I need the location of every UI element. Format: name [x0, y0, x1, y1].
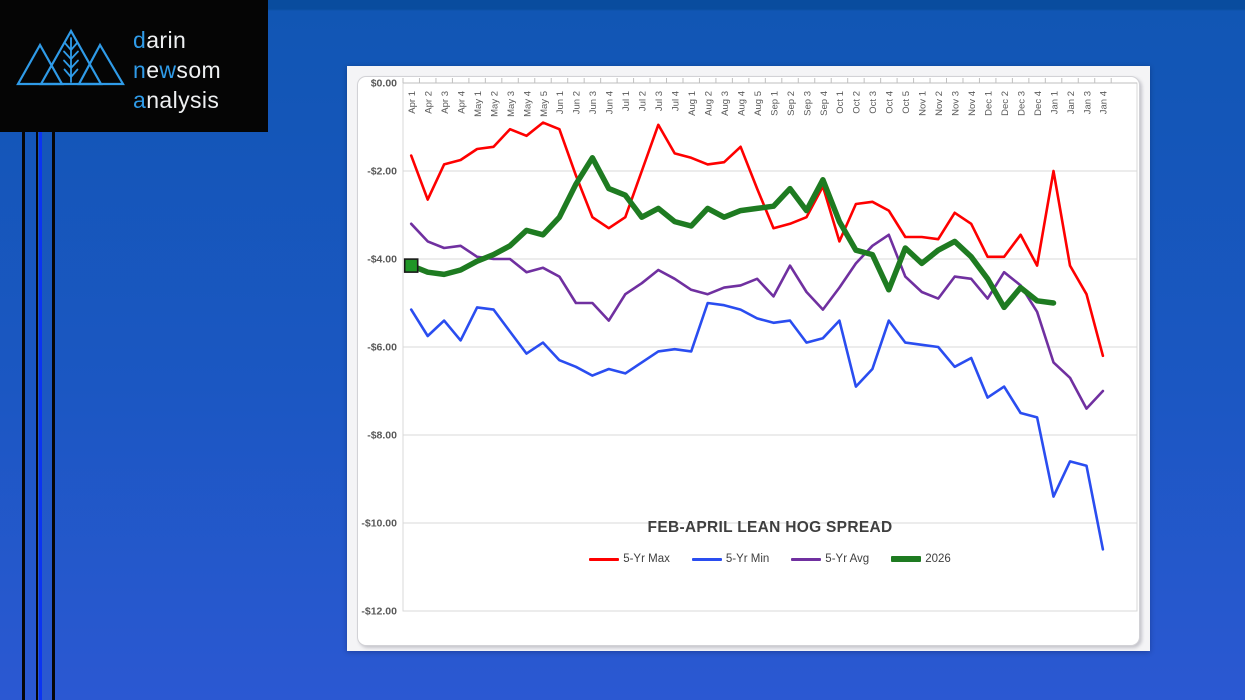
x-tick-label: Aug 1: [687, 91, 698, 116]
decorative-line-2: [36, 132, 38, 700]
y-tick-label: $0.00: [371, 78, 397, 90]
chart-panel: Apr 1 Apr 2 Apr 3 Apr 4 May 1 May 2 May 3 May 4…: [347, 66, 1150, 651]
legend-swatch-5yr-avg: [791, 557, 822, 561]
x-tick-label: Jan 2: [1066, 91, 1077, 114]
x-tick-label: Dec 4: [1033, 91, 1044, 116]
x-tick-label: May 2: [489, 91, 500, 117]
x-tick-label: Jun 2: [572, 91, 583, 114]
x-tick-label: Jan 1: [1049, 91, 1060, 114]
y-tick-label: -$12.00: [361, 606, 397, 618]
x-tick-label: Jul 3: [654, 91, 665, 111]
x-tick-label: Aug 2: [703, 91, 714, 116]
legend-item-2026: 2026: [891, 553, 951, 565]
x-tick-label: Nov 4: [967, 91, 978, 116]
legend-item-5yr-min: 5-Yr Min: [691, 553, 770, 565]
x-tick-label: Jul 4: [671, 91, 682, 111]
x-tick-label: Apr 2: [423, 91, 434, 114]
x-tick-label: May 1: [473, 91, 484, 117]
legend-label-5yr-avg: 5-Yr Avg: [825, 553, 870, 565]
series-start-marker: [403, 258, 419, 273]
x-tick-label: Aug 5: [753, 91, 764, 116]
chart-legend: 5-Yr Max 5-Yr Min 5-Yr Avg 2026: [403, 553, 1137, 565]
y-tick-label: -$6.00: [367, 342, 397, 354]
y-tick-label: -$4.00: [367, 254, 397, 266]
logo-wordmark: darin newsom analysis: [133, 25, 221, 115]
x-tick-label: Apr 4: [456, 91, 467, 114]
x-tick-label: Oct 2: [852, 91, 863, 114]
x-tick-label: Nov 3: [951, 91, 962, 116]
x-tick-label: Oct 5: [901, 91, 912, 114]
logo-block: darin newsom analysis: [0, 0, 268, 132]
legend-item-5yr-max: 5-Yr Max: [589, 553, 670, 565]
x-tick-label: Jun 3: [588, 91, 599, 114]
x-tick-label: Jun 4: [605, 91, 616, 114]
x-tick-label: Dec 3: [1016, 91, 1027, 116]
x-tick-label: Sep 4: [819, 91, 830, 116]
x-tick-label: Jun 1: [555, 91, 566, 114]
legend-swatch-2026: [891, 556, 922, 562]
legend-label-5yr-max: 5-Yr Max: [623, 553, 670, 565]
x-tick-label: Jul 2: [638, 91, 649, 111]
x-tick-label: Jan 4: [1099, 91, 1110, 114]
decorative-line-blue: [38, 132, 42, 700]
x-tick-label: Oct 1: [835, 91, 846, 114]
x-tick-label: Nov 1: [918, 91, 929, 116]
x-tick-label: Jan 3: [1082, 91, 1093, 114]
chart-svg: Apr 1 Apr 2 Apr 3 Apr 4 May 1 May 2 May 3 May 4…: [361, 78, 1138, 618]
y-tick-label: -$8.00: [367, 430, 397, 442]
x-tick-label: Dec 2: [1000, 91, 1011, 116]
x-tick-label: Sep 2: [786, 91, 797, 116]
series-5-yr-min: [409, 301, 1105, 551]
y-tick-label: -$2.00: [367, 166, 397, 178]
x-tick-label: Oct 3: [868, 91, 879, 114]
decorative-line-1: [22, 132, 25, 700]
x-tick-label: Jul 1: [621, 91, 632, 111]
x-tick-label: May 4: [522, 91, 533, 117]
legend-label-5yr-min: 5-Yr Min: [725, 553, 770, 565]
x-tick-label: Sep 3: [802, 91, 813, 116]
legend-label-2026: 2026: [925, 553, 951, 565]
x-tick-label: Dec 1: [983, 91, 994, 116]
series-5-yr-avg: [409, 222, 1105, 410]
x-tick-label: Oct 4: [885, 91, 896, 114]
series-2026: [408, 155, 1057, 311]
logo-line-1: darin: [133, 27, 187, 53]
legend-item-5yr-avg: 5-Yr Avg: [791, 553, 869, 565]
x-tick-label: May 3: [506, 91, 517, 117]
dna-mountain-wheat-icon: [16, 28, 125, 86]
x-tick-label: Apr 1: [407, 91, 418, 114]
legend-swatch-5yr-min: [691, 557, 722, 561]
decorative-line-3: [52, 132, 55, 700]
logo-line-2: newsom: [133, 57, 222, 83]
chart-title: FEB-APRIL LEAN HOG SPREAD: [647, 519, 893, 536]
logo-line-3: analysis: [133, 87, 220, 113]
series-5-yr-max: [409, 121, 1105, 358]
x-tick-label: Aug 4: [736, 91, 747, 116]
y-tick-label: -$10.00: [361, 518, 397, 530]
x-tick-label: May 5: [539, 91, 550, 117]
legend-swatch-5yr-max: [589, 557, 620, 561]
wheat-icon: [63, 37, 79, 83]
x-tick-label: Sep 1: [769, 91, 780, 116]
x-tick-label: Apr 3: [440, 91, 451, 114]
x-tick-label: Aug 3: [720, 91, 731, 116]
x-tick-label: Nov 2: [934, 91, 945, 116]
